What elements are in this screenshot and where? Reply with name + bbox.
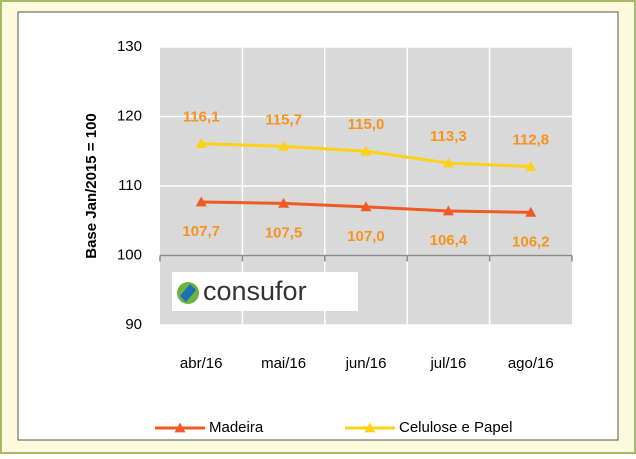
legend-marker — [364, 422, 376, 433]
data-label: 107,0 — [347, 228, 385, 245]
marker — [442, 157, 454, 168]
marker — [525, 161, 537, 171]
marker — [195, 138, 207, 149]
marker — [278, 140, 290, 151]
data-label: 115,0 — [348, 116, 385, 133]
logo-icon — [180, 284, 196, 302]
y-tick-label: 130 — [117, 38, 142, 55]
x-tick-label: ago/16 — [508, 355, 554, 372]
x-tick-label: abr/16 — [180, 355, 223, 372]
legend-label: Celulose e Papel — [399, 419, 512, 436]
marker — [360, 201, 372, 212]
x-tick-label: mai/16 — [261, 355, 306, 372]
data-label: 106,4 — [430, 232, 468, 249]
y-axis-label: Base Jan/2015 = 100 — [83, 113, 100, 259]
marker — [195, 196, 207, 207]
legend-label: Madeira — [209, 419, 264, 436]
data-label: 115,7 — [265, 111, 302, 128]
marker — [278, 197, 290, 208]
y-tick-label: 110 — [118, 177, 142, 194]
y-tick-label: 100 — [117, 246, 142, 263]
marker — [360, 145, 372, 156]
data-label: 113,3 — [430, 128, 467, 145]
data-label: 112,8 — [512, 132, 549, 149]
data-label: 107,5 — [265, 224, 303, 241]
data-label: 116,1 — [183, 109, 220, 126]
legend-marker — [174, 422, 186, 433]
marker — [525, 206, 537, 217]
y-tick-label: 120 — [117, 107, 142, 124]
marker — [442, 205, 454, 216]
data-label: 106,2 — [512, 233, 550, 250]
x-tick-label: jul/16 — [429, 355, 466, 372]
logo-box — [172, 272, 358, 311]
logo: consufor — [172, 272, 358, 311]
logo-text: consufor — [203, 276, 307, 306]
y-tick-label: 90 — [125, 316, 142, 333]
data-label: 107,7 — [182, 223, 220, 240]
x-tick-label: jun/16 — [345, 355, 387, 372]
